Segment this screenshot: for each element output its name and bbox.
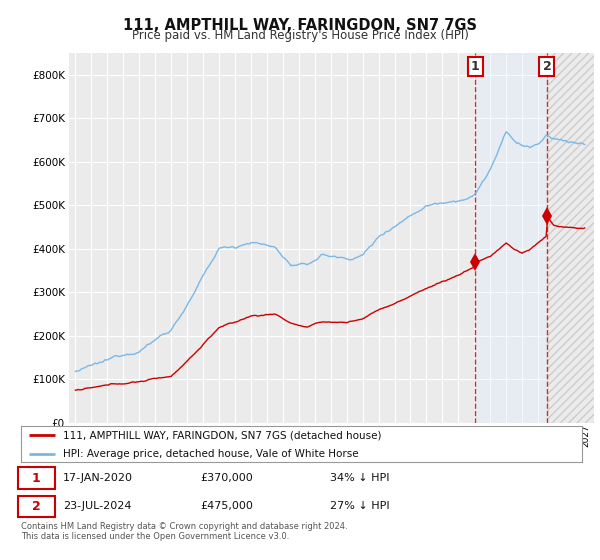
Text: £475,000: £475,000 — [200, 501, 253, 511]
Text: 27% ↓ HPI: 27% ↓ HPI — [329, 501, 389, 511]
Text: 34% ↓ HPI: 34% ↓ HPI — [329, 473, 389, 483]
Text: 1: 1 — [470, 60, 479, 73]
Text: Price paid vs. HM Land Registry's House Price Index (HPI): Price paid vs. HM Land Registry's House … — [131, 29, 469, 42]
Text: HPI: Average price, detached house, Vale of White Horse: HPI: Average price, detached house, Vale… — [63, 449, 359, 459]
Text: 2: 2 — [542, 60, 551, 73]
Bar — [475, 53, 547, 423]
Bar — [547, 53, 594, 423]
Text: 23-JUL-2024: 23-JUL-2024 — [63, 501, 131, 511]
Text: 2: 2 — [32, 500, 41, 513]
Text: 1: 1 — [32, 472, 41, 484]
Text: 17-JAN-2020: 17-JAN-2020 — [63, 473, 133, 483]
Text: 111, AMPTHILL WAY, FARINGDON, SN7 7GS: 111, AMPTHILL WAY, FARINGDON, SN7 7GS — [123, 18, 477, 33]
Text: 111, AMPTHILL WAY, FARINGDON, SN7 7GS (detached house): 111, AMPTHILL WAY, FARINGDON, SN7 7GS (d… — [63, 431, 382, 440]
FancyBboxPatch shape — [18, 496, 55, 517]
Bar — [547, 53, 594, 423]
Text: £370,000: £370,000 — [200, 473, 253, 483]
Text: Contains HM Land Registry data © Crown copyright and database right 2024.
This d: Contains HM Land Registry data © Crown c… — [21, 522, 347, 542]
FancyBboxPatch shape — [18, 468, 55, 489]
